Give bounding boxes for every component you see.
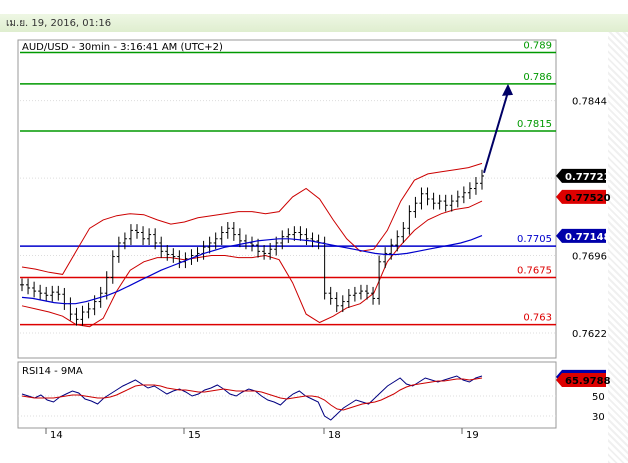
price-tick-label: 0.7622: [572, 329, 607, 340]
date-label: เม.ย. 19, 2016, 01:16: [6, 18, 112, 29]
x-axis-label: 15: [188, 430, 201, 441]
x-axis-labels: 14 15 18 19: [45, 428, 479, 441]
rsi-panel-frame: [17, 361, 557, 429]
price-badge-label: 0.77148: [565, 232, 611, 243]
price-tick-label: 0.7844: [572, 97, 607, 108]
grid: [20, 100, 556, 334]
x-axis-label: 14: [50, 430, 63, 441]
lower-band: [21, 200, 483, 328]
rsi-ma-line: [21, 377, 483, 411]
price-badges: 0.77721 0.77520 0.77148: [556, 168, 611, 243]
rsi-tick-label: 30: [592, 412, 605, 423]
upper-band: [21, 162, 483, 275]
forecast-arrow: [483, 83, 513, 174]
price-badge: [556, 189, 606, 204]
x-axis-label: 18: [328, 430, 341, 441]
date-bar: เม.ย. 19, 2016, 01:16: [0, 14, 628, 32]
arrow-shaft: [483, 91, 509, 174]
price-badge: [556, 168, 606, 183]
price-badge-label: 0.77721: [565, 172, 611, 183]
price-badge: [556, 228, 606, 243]
price-badge-label: 0.77520: [565, 193, 611, 204]
chart-title: AUD/USD - 30min - 3:16:41 AM (UTC+2): [22, 42, 223, 53]
level-label: 0.789: [523, 40, 552, 51]
rsi-badge: [556, 373, 606, 388]
rsi-badge-label: 65.9788: [565, 376, 611, 387]
level-label: 0.7675: [517, 266, 552, 277]
price-ticks: 0.7844 0.7696 0.7622: [572, 97, 607, 340]
moving-average: [21, 235, 483, 305]
level-label: 0.7815: [517, 119, 552, 130]
level-label: 0.763: [523, 313, 552, 324]
level-label: 0.786: [523, 72, 552, 83]
rsi-tick-label: 50: [592, 392, 605, 403]
bollinger-bands: [21, 162, 483, 328]
level-label: 0.7705: [517, 234, 552, 245]
ma-line: [21, 235, 483, 305]
candles: [20, 169, 484, 326]
arrow-head: [502, 83, 513, 96]
price-tick-label: 0.7696: [572, 252, 607, 263]
right-hatch: [608, 32, 628, 463]
price-panel-frame: [17, 39, 557, 359]
rsi-label: RSI14 - 9MA: [22, 366, 83, 377]
rsi-line: [21, 375, 483, 421]
rsi-lines: 503069.175565.9788: [18, 369, 611, 423]
x-axis-label: 19: [466, 430, 479, 441]
levels: 0.789 0.786 0.7815 0.7705 0.7675 0.763: [20, 40, 556, 326]
